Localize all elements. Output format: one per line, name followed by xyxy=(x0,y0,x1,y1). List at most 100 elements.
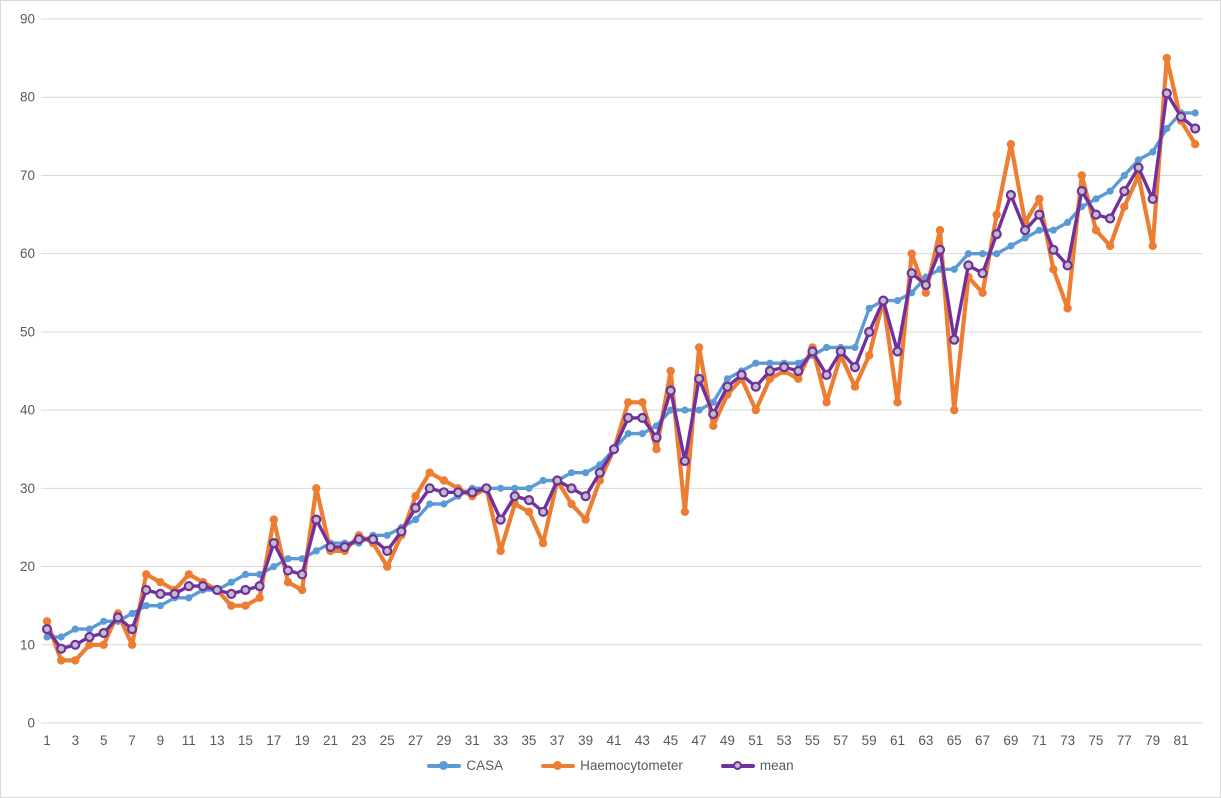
casa-point[interactable] xyxy=(57,633,65,641)
mean-point[interactable] xyxy=(523,495,535,506)
haemocytometer-point[interactable] xyxy=(411,492,420,501)
casa-point[interactable] xyxy=(1134,156,1143,164)
casa-point[interactable] xyxy=(695,406,703,414)
mean-point[interactable] xyxy=(835,346,846,357)
mean-point[interactable] xyxy=(750,381,761,392)
haemocytometer-point[interactable] xyxy=(567,499,576,509)
legend-item-casa[interactable]: CASA xyxy=(427,759,503,773)
haemocytometer-point[interactable] xyxy=(1035,194,1044,204)
haemocytometer-point[interactable] xyxy=(425,468,434,477)
casa-point[interactable] xyxy=(412,516,420,524)
mean-point[interactable] xyxy=(878,295,889,306)
mean-point[interactable] xyxy=(693,373,705,384)
mean-point[interactable] xyxy=(141,584,152,596)
mean-point[interactable] xyxy=(679,455,691,467)
mean-point[interactable] xyxy=(282,565,294,576)
legend-item-haemocytometer[interactable]: Haemocytometer xyxy=(541,759,683,773)
mean-point[interactable] xyxy=(424,483,435,494)
mean-point[interactable] xyxy=(849,362,861,373)
haemocytometer-point[interactable] xyxy=(1077,171,1087,180)
haemocytometer-point[interactable] xyxy=(1063,304,1072,313)
mean-point[interactable] xyxy=(453,487,464,498)
mean-point[interactable] xyxy=(183,580,194,592)
mean-point[interactable] xyxy=(1034,209,1045,220)
mean-point[interactable] xyxy=(864,326,875,337)
casa-point[interactable] xyxy=(766,359,774,367)
casa-point[interactable] xyxy=(893,297,902,305)
mean-point[interactable] xyxy=(778,362,790,373)
mean-point[interactable] xyxy=(807,346,818,357)
casa-point[interactable] xyxy=(1049,226,1057,234)
haemocytometer-point[interactable] xyxy=(935,226,945,235)
haemocytometer-point[interactable] xyxy=(893,398,902,407)
casa-point[interactable] xyxy=(823,343,831,352)
mean-point[interactable] xyxy=(1062,260,1073,271)
haemocytometer-point[interactable] xyxy=(950,405,959,415)
haemocytometer-point[interactable] xyxy=(538,538,548,548)
mean-point[interactable] xyxy=(84,631,95,643)
casa-point[interactable] xyxy=(312,547,320,555)
casa-point[interactable] xyxy=(241,570,250,579)
casa-point[interactable] xyxy=(383,531,391,539)
casa-point[interactable] xyxy=(979,250,987,258)
haemocytometer-point[interactable] xyxy=(1105,241,1115,251)
mean-point[interactable] xyxy=(495,514,506,525)
haemocytometer-point[interactable] xyxy=(524,507,534,516)
mean-point[interactable] xyxy=(1104,213,1116,224)
haemocytometer-point[interactable] xyxy=(184,570,193,579)
mean-point[interactable] xyxy=(1147,193,1158,204)
casa-point[interactable] xyxy=(1092,195,1100,203)
mean-point[interactable] xyxy=(764,365,776,377)
mean-point[interactable] xyxy=(892,346,903,357)
mean-point[interactable] xyxy=(396,526,407,537)
mean-point[interactable] xyxy=(467,487,478,498)
haemocytometer-point[interactable] xyxy=(765,374,775,383)
haemocytometer-point[interactable] xyxy=(1006,140,1016,149)
casa-point[interactable] xyxy=(142,602,150,610)
mean-point[interactable] xyxy=(1175,111,1187,122)
mean-point[interactable] xyxy=(339,541,350,553)
mean-point[interactable] xyxy=(1119,186,1130,197)
mean-point[interactable] xyxy=(580,491,591,502)
mean-point[interactable] xyxy=(736,369,747,380)
casa-point[interactable] xyxy=(1106,187,1114,195)
casa-point[interactable] xyxy=(497,484,505,492)
mean-point[interactable] xyxy=(240,584,251,596)
haemocytometer-point[interactable] xyxy=(694,343,704,352)
haemocytometer-point[interactable] xyxy=(751,405,760,415)
casa-point[interactable] xyxy=(511,484,519,492)
haemocytometer-point[interactable] xyxy=(822,398,831,407)
mean-point[interactable] xyxy=(1190,123,1201,134)
haemocytometer-point[interactable] xyxy=(71,656,80,665)
casa-point[interactable] xyxy=(624,430,632,438)
mean-point[interactable] xyxy=(297,569,308,580)
casa-point[interactable] xyxy=(1120,171,1128,180)
haemocytometer-point[interactable] xyxy=(1049,265,1058,274)
haemocytometer-point[interactable] xyxy=(652,445,661,454)
mean-point[interactable] xyxy=(821,369,832,380)
casa-point[interactable] xyxy=(1064,218,1072,226)
mean-point[interactable] xyxy=(963,260,974,271)
mean-point[interactable] xyxy=(1161,88,1172,99)
haemocytometer-point[interactable] xyxy=(255,593,264,602)
haemocytometer-point[interactable] xyxy=(978,288,987,297)
mean-point[interactable] xyxy=(594,467,605,478)
haemocytometer-point[interactable] xyxy=(57,656,66,665)
casa-point[interactable] xyxy=(1149,148,1157,156)
casa-point[interactable] xyxy=(950,265,958,273)
haemocytometer-point[interactable] xyxy=(1162,53,1172,63)
casa-point[interactable] xyxy=(426,500,434,508)
casa-point[interactable] xyxy=(270,563,278,571)
casa-point[interactable] xyxy=(440,500,448,508)
haemocytometer-point[interactable] xyxy=(156,578,165,587)
casa-point[interactable] xyxy=(964,250,973,258)
mean-point[interactable] xyxy=(367,534,379,545)
haemocytometer-point[interactable] xyxy=(624,398,633,407)
casa-point[interactable] xyxy=(865,304,873,312)
mean-point[interactable] xyxy=(382,545,393,557)
haemocytometer-point[interactable] xyxy=(439,476,449,485)
casa-point[interactable] xyxy=(298,555,306,563)
casa-point[interactable] xyxy=(582,469,590,477)
casa-point[interactable] xyxy=(681,406,689,414)
mean-point[interactable] xyxy=(566,483,577,494)
